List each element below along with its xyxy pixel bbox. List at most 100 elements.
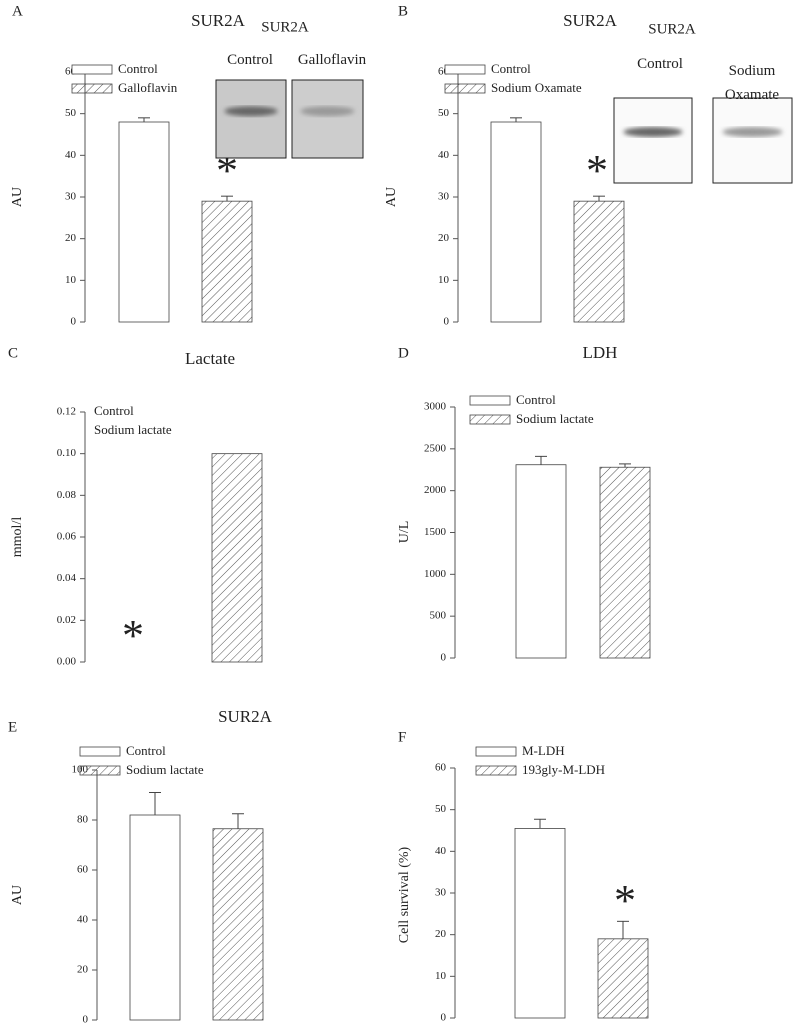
legend-label: Sodium lactate <box>94 422 172 437</box>
blot-band <box>300 106 355 117</box>
y-tick-label: 0.00 <box>57 656 77 668</box>
legend-swatch <box>79 765 121 776</box>
y-tick-label: 0.08 <box>57 489 77 501</box>
y-tick-label: 30 <box>435 887 447 899</box>
y-tick-label: 0.02 <box>57 614 76 626</box>
bar <box>211 453 263 663</box>
blot-band <box>623 127 683 137</box>
error-bar <box>534 818 546 829</box>
bar <box>118 121 170 323</box>
chart-title: SUR2A <box>191 11 246 30</box>
blot-image <box>613 97 693 184</box>
blot-band <box>224 106 278 117</box>
y-axis-label: mmol/l <box>10 517 25 558</box>
blot-label: Sodium Oxamate <box>724 63 780 103</box>
legend-swatch <box>469 395 511 406</box>
legend-swatch <box>475 765 517 776</box>
legend-label: Galloflavin <box>118 80 178 95</box>
error-bar <box>138 117 150 122</box>
significance-marker: * <box>614 876 636 925</box>
chart-title: SUR2A <box>218 707 273 726</box>
chart-title: SUR2A <box>563 11 618 30</box>
panel-letter: E <box>8 719 17 735</box>
legend-label: Control <box>94 403 134 418</box>
legend-label: Sodium Oxamate <box>491 80 582 95</box>
blot-label: Control <box>227 52 273 68</box>
legend-swatch <box>71 64 113 75</box>
y-tick-label: 10 <box>65 274 77 286</box>
bar <box>201 200 253 323</box>
y-tick-label: 20 <box>435 928 447 940</box>
blot-image <box>712 97 793 184</box>
error-bar <box>149 792 161 815</box>
chart-title: LDH <box>583 343 618 362</box>
panel-letter: D <box>398 345 409 361</box>
blot-image <box>291 79 364 159</box>
blot-label-box: Sodium Oxamate <box>724 63 780 103</box>
y-tick-label: 50 <box>65 107 77 119</box>
bar <box>573 200 625 323</box>
y-tick-label: 40 <box>65 149 77 161</box>
blot-label: Control <box>637 56 683 72</box>
legend-label: M-LDH <box>522 743 565 758</box>
y-tick-label: 0 <box>441 1012 447 1024</box>
y-tick-label: 1500 <box>424 526 447 538</box>
error-bar <box>593 195 605 202</box>
y-tick-label: 0 <box>71 316 77 328</box>
y-tick-label: 2500 <box>424 442 447 454</box>
legend-label: Control <box>516 392 556 407</box>
panel-letter: B <box>398 3 408 19</box>
bar <box>212 828 264 1021</box>
bar <box>514 828 566 1019</box>
y-tick-label: 60 <box>77 864 89 876</box>
bar <box>597 938 649 1019</box>
y-tick-label: 40 <box>77 914 89 926</box>
y-tick-label: 60 <box>435 762 447 774</box>
y-axis-label: Cell survival (%) <box>397 846 412 943</box>
y-tick-label: 60 <box>438 66 450 78</box>
error-bar <box>619 463 631 468</box>
legend-swatch <box>79 746 121 757</box>
bar <box>490 121 542 323</box>
legend-swatch <box>444 64 486 75</box>
legend-label: 193gly-M-LDH <box>522 762 605 777</box>
y-tick-label: 0.12 <box>57 406 76 418</box>
y-tick-label: 0 <box>83 1014 89 1026</box>
error-bar <box>232 813 244 829</box>
y-tick-label: 20 <box>438 232 450 244</box>
significance-marker: * <box>586 146 608 195</box>
y-tick-label: 20 <box>77 964 89 976</box>
error-bar <box>221 195 233 202</box>
y-tick-label: 0.06 <box>57 531 77 543</box>
y-tick-label: 2000 <box>424 484 447 496</box>
y-tick-label: 80 <box>77 814 89 826</box>
y-tick-label: 0 <box>444 316 450 328</box>
legend-label: Control <box>491 61 531 76</box>
bar <box>129 814 181 1021</box>
panel-letter: F <box>398 729 406 745</box>
y-tick-label: 60 <box>65 66 77 78</box>
blot-title: SUR2A <box>261 19 309 35</box>
y-tick-label: 0.10 <box>57 447 77 459</box>
y-tick-label: 20 <box>65 232 77 244</box>
y-tick-label: 40 <box>435 845 447 857</box>
y-axis-label: AU <box>10 885 25 905</box>
panel-letter: A <box>12 3 23 19</box>
y-tick-label: 0 <box>441 652 447 664</box>
legend-swatch <box>475 746 517 757</box>
panel-letter: C <box>8 345 18 361</box>
y-tick-label: 40 <box>438 149 450 161</box>
significance-marker: * <box>122 611 144 660</box>
blot-title: SUR2A <box>648 21 696 37</box>
bar <box>599 466 651 659</box>
error-bar <box>535 455 547 465</box>
y-axis-label: U/L <box>397 521 412 544</box>
y-tick-label: 10 <box>435 970 447 982</box>
legend-swatch <box>71 83 113 94</box>
y-tick-label: 10 <box>438 274 450 286</box>
y-tick-label: 30 <box>438 191 450 203</box>
y-tick-label: 50 <box>438 107 450 119</box>
legend-label: Control <box>118 61 158 76</box>
y-axis-label: AU <box>384 187 399 207</box>
